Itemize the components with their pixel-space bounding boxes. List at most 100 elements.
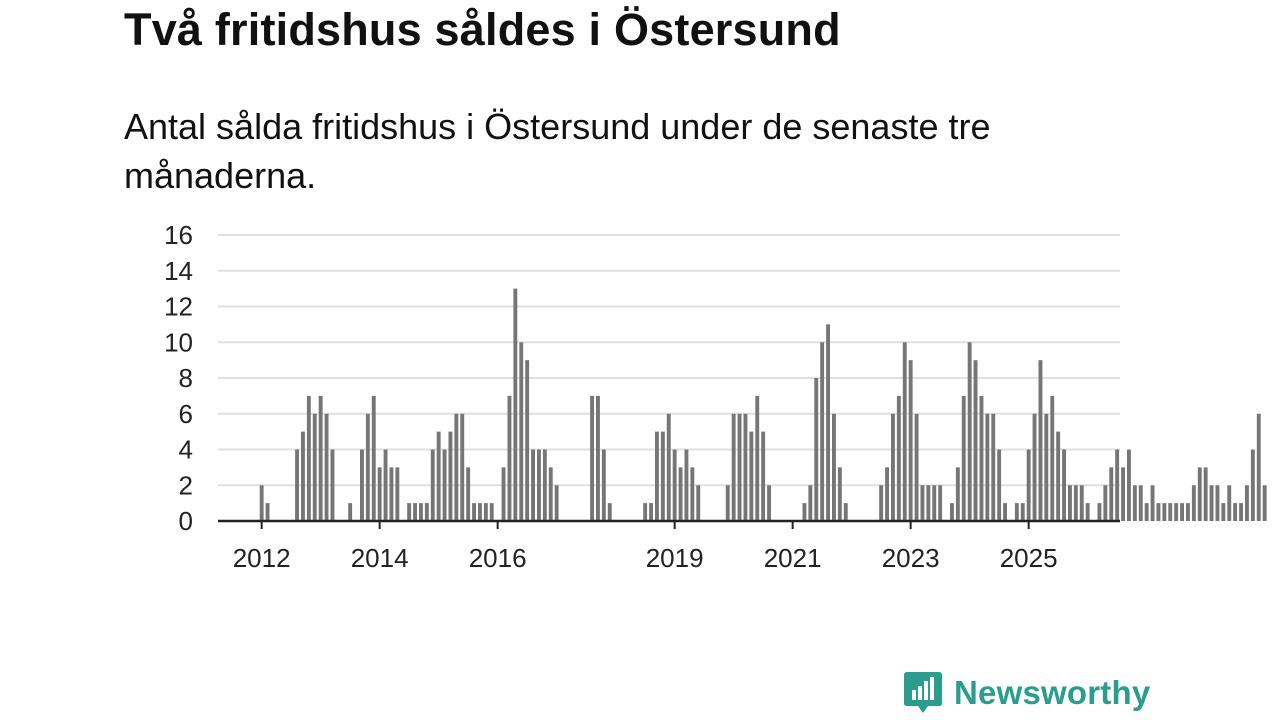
bar	[483, 503, 488, 521]
bar	[531, 449, 535, 521]
bar	[920, 485, 925, 521]
bar	[961, 395, 966, 521]
bar	[814, 378, 819, 521]
chart-subtitle: Antal sålda fritidshus i Östersund under…	[124, 106, 991, 196]
bar	[1168, 503, 1173, 521]
y-axis: 0 2 4 6 8 10 12 14 16	[164, 220, 193, 536]
bar	[655, 431, 659, 521]
bar	[607, 503, 612, 521]
bar	[1062, 449, 1066, 521]
x-tick-label: 2016	[469, 543, 527, 573]
bar	[501, 467, 506, 521]
x-tick-label: 2021	[764, 543, 822, 573]
bar	[1245, 485, 1249, 521]
bar	[542, 449, 547, 521]
bar	[590, 395, 594, 521]
bar	[1233, 503, 1238, 521]
bar	[330, 449, 335, 521]
y-tick-label: 16	[164, 220, 193, 250]
x-tick-label: 2014	[351, 543, 409, 573]
bar	[1186, 503, 1190, 521]
bar	[371, 395, 376, 521]
bar	[478, 503, 482, 521]
brand-logo[interactable]: Newsworthy	[902, 670, 1150, 716]
bar	[301, 431, 305, 521]
newsworthy-logo-icon	[904, 672, 942, 713]
bar	[1191, 485, 1196, 521]
bar	[601, 449, 606, 521]
bar	[950, 503, 954, 521]
bar	[914, 413, 919, 521]
bar	[672, 449, 677, 521]
bar	[1209, 485, 1214, 521]
bar	[1250, 449, 1255, 521]
bar	[926, 485, 931, 521]
bar	[395, 467, 400, 521]
bar	[442, 449, 447, 521]
bar	[802, 503, 807, 521]
bar	[973, 360, 978, 521]
bar	[985, 413, 990, 521]
bar	[472, 503, 476, 521]
y-tick-label: 8	[179, 363, 193, 393]
bar	[1127, 449, 1131, 521]
y-tick-label: 4	[179, 435, 193, 465]
bar	[454, 413, 459, 521]
bar	[265, 503, 270, 521]
bar	[548, 467, 553, 521]
bar	[466, 467, 471, 521]
x-tick-label: 2012	[233, 543, 291, 573]
bar	[967, 342, 972, 521]
bar	[1215, 485, 1220, 521]
bar	[1132, 485, 1137, 521]
bar	[761, 431, 766, 521]
bar	[1256, 413, 1261, 521]
bar	[554, 485, 559, 521]
bar	[460, 413, 465, 521]
bar	[908, 360, 913, 521]
bar	[755, 395, 760, 521]
bars	[259, 288, 1267, 521]
bar	[1032, 413, 1037, 521]
bar	[306, 395, 311, 521]
bar	[837, 467, 842, 521]
y-tick-label: 0	[179, 506, 193, 536]
bar	[902, 342, 907, 521]
bar	[1197, 467, 1202, 521]
bar	[808, 485, 813, 521]
bar	[1138, 485, 1143, 521]
bar	[448, 431, 453, 521]
bar	[749, 431, 754, 521]
bar	[365, 413, 370, 521]
bar	[660, 431, 665, 521]
brand-name: Newsworthy	[954, 674, 1151, 711]
bar	[649, 503, 653, 521]
bar	[1227, 485, 1232, 521]
bar	[1262, 485, 1267, 521]
bar	[725, 485, 730, 521]
bar	[360, 449, 364, 521]
bar	[1003, 503, 1007, 521]
bar	[1073, 485, 1078, 521]
bar	[513, 288, 518, 521]
bar	[938, 485, 943, 521]
bar	[537, 449, 541, 521]
bar	[885, 467, 889, 521]
bar	[979, 395, 984, 521]
bar	[879, 485, 884, 521]
y-tick-label: 10	[164, 327, 193, 357]
bar	[991, 413, 996, 521]
bar	[383, 449, 388, 521]
bar	[1020, 503, 1025, 521]
bar	[324, 413, 329, 521]
x-tick-label: 2023	[882, 543, 940, 573]
bar	[1180, 503, 1184, 521]
bar	[419, 503, 423, 521]
bar	[891, 413, 895, 521]
bar	[1014, 503, 1019, 521]
bar	[1097, 503, 1102, 521]
bar	[348, 503, 353, 521]
bar	[377, 467, 382, 521]
bar	[1103, 485, 1108, 521]
bar	[1150, 485, 1155, 521]
